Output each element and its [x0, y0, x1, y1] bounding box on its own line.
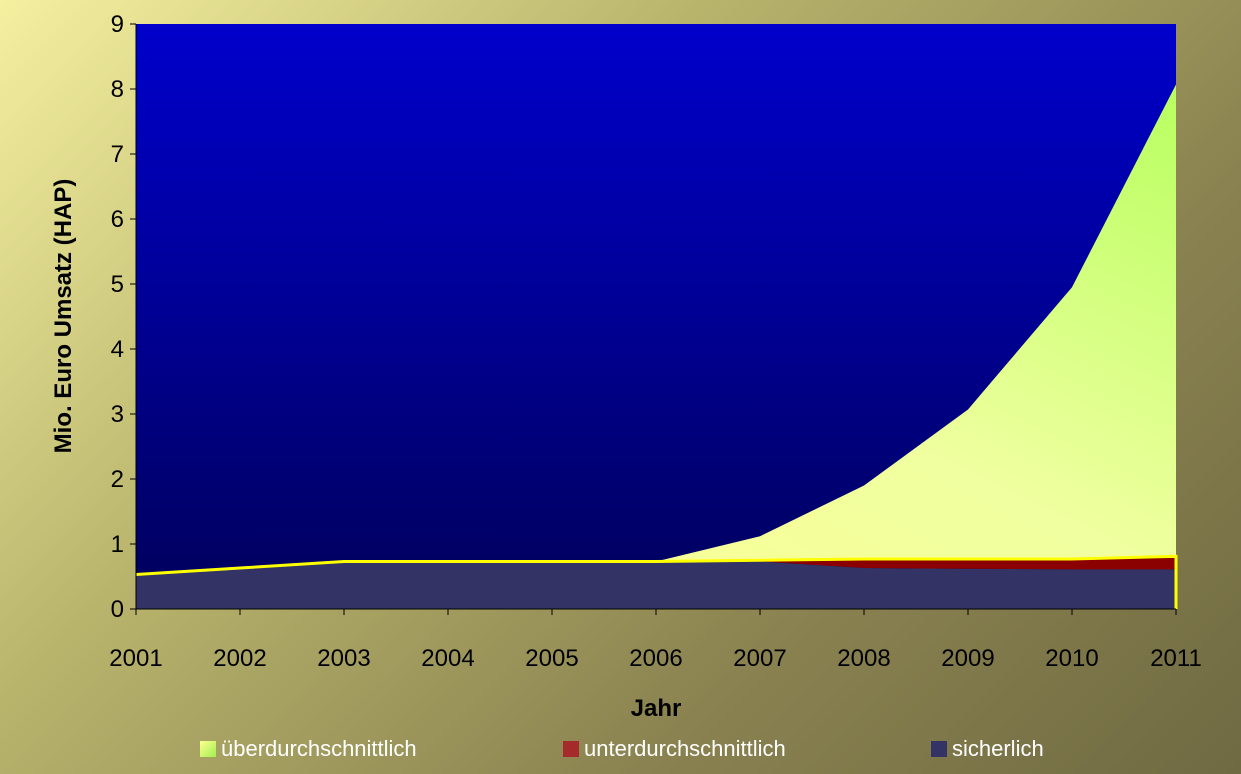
x-tick-label: 2002 — [213, 645, 266, 672]
x-axis-label: Jahr — [631, 695, 682, 722]
y-tick-label: 7 — [111, 141, 124, 168]
legend-item-unterdurchschnittlich: unterdurchschnittlich — [563, 736, 786, 762]
y-tick-label: 0 — [111, 596, 124, 623]
x-tick-label: 2007 — [733, 645, 786, 672]
y-tick-label: 3 — [111, 401, 124, 428]
y-tick-label: 4 — [111, 336, 124, 363]
legend-swatch-green — [200, 741, 216, 757]
x-tick-label: 2010 — [1045, 645, 1098, 672]
legend-item-ueberdurchschnittlich: überdurchschnittlich — [200, 736, 417, 762]
y-tick-label: 2 — [111, 466, 124, 493]
x-tick-label: 2003 — [317, 645, 370, 672]
y-tick-label: 9 — [111, 11, 124, 38]
x-tick-label: 2004 — [421, 645, 474, 672]
area-outline — [135, 554, 1178, 609]
x-tick-label: 2008 — [837, 645, 890, 672]
legend: überdurchschnittlich unterdurchschnittli… — [0, 736, 1241, 764]
legend-swatch-navy — [931, 741, 947, 757]
y-tick-label: 6 — [111, 206, 124, 233]
area-unterdurchschnittlich — [136, 556, 1176, 575]
legend-swatch-red — [563, 741, 579, 757]
legend-item-sicherlich: sicherlich — [931, 736, 1044, 762]
legend-label: sicherlich — [952, 736, 1044, 761]
x-tick-label: 2011 — [1150, 645, 1202, 672]
area-sicherlich — [136, 561, 1176, 609]
x-tick-label: 2009 — [941, 645, 994, 672]
x-tick-label: 2001 — [109, 645, 162, 672]
x-tick-label: 2005 — [525, 645, 578, 672]
y-tick-label: 8 — [111, 76, 124, 103]
area-überdurchschnittlich — [136, 84, 1176, 575]
y-axis-label: Mio. Euro Umsatz (HAP) — [50, 179, 77, 454]
x-tick-label: 2006 — [629, 645, 682, 672]
y-tick-label: 1 — [111, 531, 124, 558]
legend-label: überdurchschnittlich — [221, 736, 417, 761]
legend-label: unterdurchschnittlich — [584, 736, 786, 761]
y-tick-label: 5 — [111, 271, 124, 298]
